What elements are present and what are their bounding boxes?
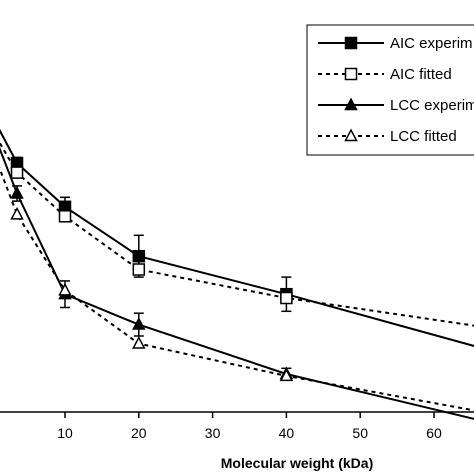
x-tick-label: 50 bbox=[352, 425, 368, 441]
legend-marker bbox=[344, 36, 358, 50]
series-1 bbox=[0, 141, 474, 327]
legend-marker bbox=[344, 67, 358, 81]
data-point bbox=[10, 185, 24, 199]
data-point bbox=[58, 210, 72, 223]
series-line bbox=[0, 166, 474, 412]
data-point bbox=[132, 336, 146, 349]
legend-entry-0: AIC experim bbox=[318, 35, 473, 52]
x-ticks: 10 20 30 40 50 60 bbox=[57, 412, 442, 441]
data-point bbox=[132, 263, 146, 276]
x-tick-label: 30 bbox=[205, 425, 221, 441]
legend-entry-2: LCC experim bbox=[318, 97, 474, 114]
data-point bbox=[280, 291, 293, 305]
x-axis-title: Molecular weight (kDa) bbox=[221, 455, 373, 471]
legend-label: AIC experim bbox=[390, 35, 473, 52]
legend-marker bbox=[344, 97, 358, 111]
legend-box bbox=[306, 24, 474, 156]
legend: AIC experim AIC fitted LCC experim LCC fitt… bbox=[306, 24, 474, 156]
x-tick-label: 40 bbox=[279, 425, 295, 441]
data-point bbox=[132, 317, 146, 330]
legend-label: LCC experim bbox=[390, 97, 474, 114]
legend-entry-3: LCC fitted bbox=[318, 128, 457, 145]
x-tick-label: 20 bbox=[131, 425, 147, 441]
data-point bbox=[10, 206, 24, 220]
legend-label: AIC fitted bbox=[390, 66, 452, 83]
x-tick-label: 10 bbox=[57, 425, 73, 441]
legend-label: LCC fitted bbox=[390, 128, 457, 145]
legend-marker bbox=[344, 128, 358, 142]
data-point bbox=[132, 249, 146, 263]
x-tick-label: 60 bbox=[426, 425, 442, 441]
data-point bbox=[58, 282, 72, 296]
series-line bbox=[0, 141, 474, 327]
series-line bbox=[0, 146, 474, 420]
series-line bbox=[0, 128, 474, 347]
data-point bbox=[10, 166, 24, 179]
series-3 bbox=[0, 166, 474, 412]
plot-area bbox=[0, 128, 474, 420]
data-point bbox=[279, 368, 294, 382]
legend-entry-1: AIC fitted bbox=[318, 66, 452, 83]
